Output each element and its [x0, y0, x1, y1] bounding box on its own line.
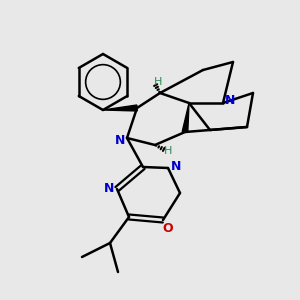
Text: N: N — [104, 182, 114, 194]
Text: H: H — [164, 146, 172, 156]
Text: N: N — [171, 160, 181, 173]
Text: H: H — [154, 77, 162, 87]
Polygon shape — [182, 103, 189, 132]
Text: N: N — [225, 94, 235, 107]
Text: N: N — [115, 134, 125, 148]
Text: O: O — [163, 221, 173, 235]
Polygon shape — [103, 105, 137, 111]
